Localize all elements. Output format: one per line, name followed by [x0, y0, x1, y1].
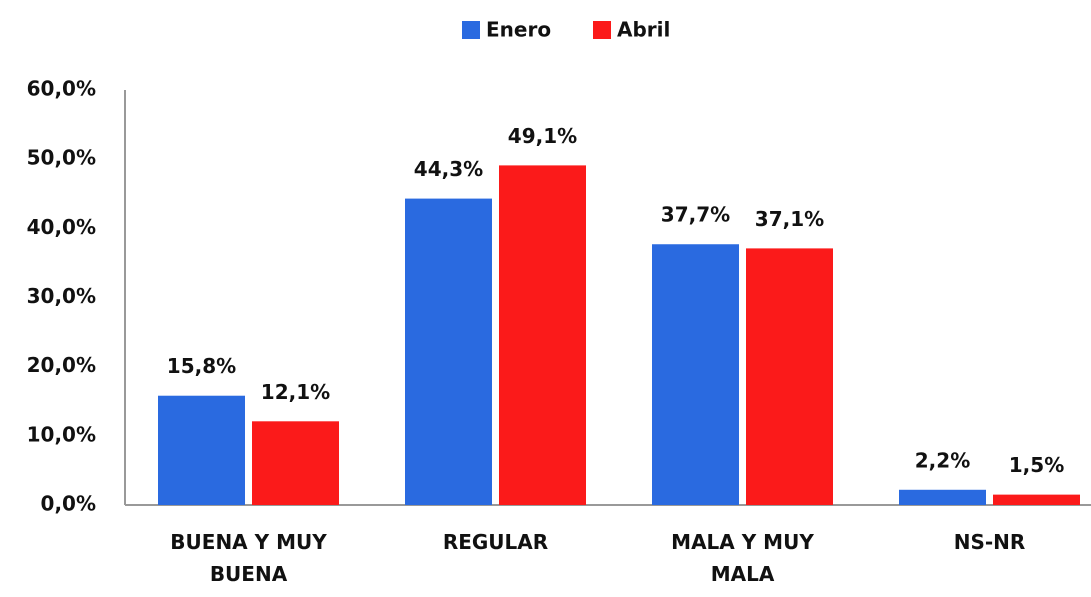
y-tick-label: 40,0%	[27, 215, 96, 239]
y-tick-label: 10,0%	[27, 422, 96, 446]
data-label: 12,1%	[261, 380, 330, 404]
data-label: 15,8%	[167, 354, 236, 378]
legend-swatch	[593, 21, 611, 39]
bar	[899, 489, 986, 505]
legend-label: Abril	[617, 18, 670, 42]
data-label: 37,7%	[661, 203, 730, 227]
y-tick-label: 50,0%	[27, 146, 96, 170]
bar	[405, 198, 492, 505]
data-label: 49,1%	[508, 124, 577, 148]
bar	[252, 421, 339, 505]
data-label: 1,5%	[1009, 453, 1064, 477]
bar	[652, 244, 739, 505]
y-tick-label: 0,0%	[41, 492, 96, 516]
x-tick-label: NS-NR	[953, 530, 1026, 554]
y-tick-label: 20,0%	[27, 353, 96, 377]
legend-label: Enero	[486, 18, 551, 42]
y-tick-label: 30,0%	[27, 284, 96, 308]
bar	[746, 248, 833, 505]
y-tick-label: 60,0%	[27, 77, 96, 101]
bar	[499, 165, 586, 505]
x-tick-label: MALA Y MUY MALA	[671, 530, 814, 586]
data-label: 2,2%	[915, 448, 970, 472]
data-label: 37,1%	[755, 207, 824, 231]
x-tick-label: BUENA Y MUY BUENA	[170, 530, 327, 586]
x-tick-label: REGULAR	[442, 530, 549, 554]
bar	[158, 395, 245, 505]
bar	[993, 494, 1080, 505]
legend-swatch	[462, 21, 480, 39]
data-label: 44,3%	[414, 157, 483, 181]
